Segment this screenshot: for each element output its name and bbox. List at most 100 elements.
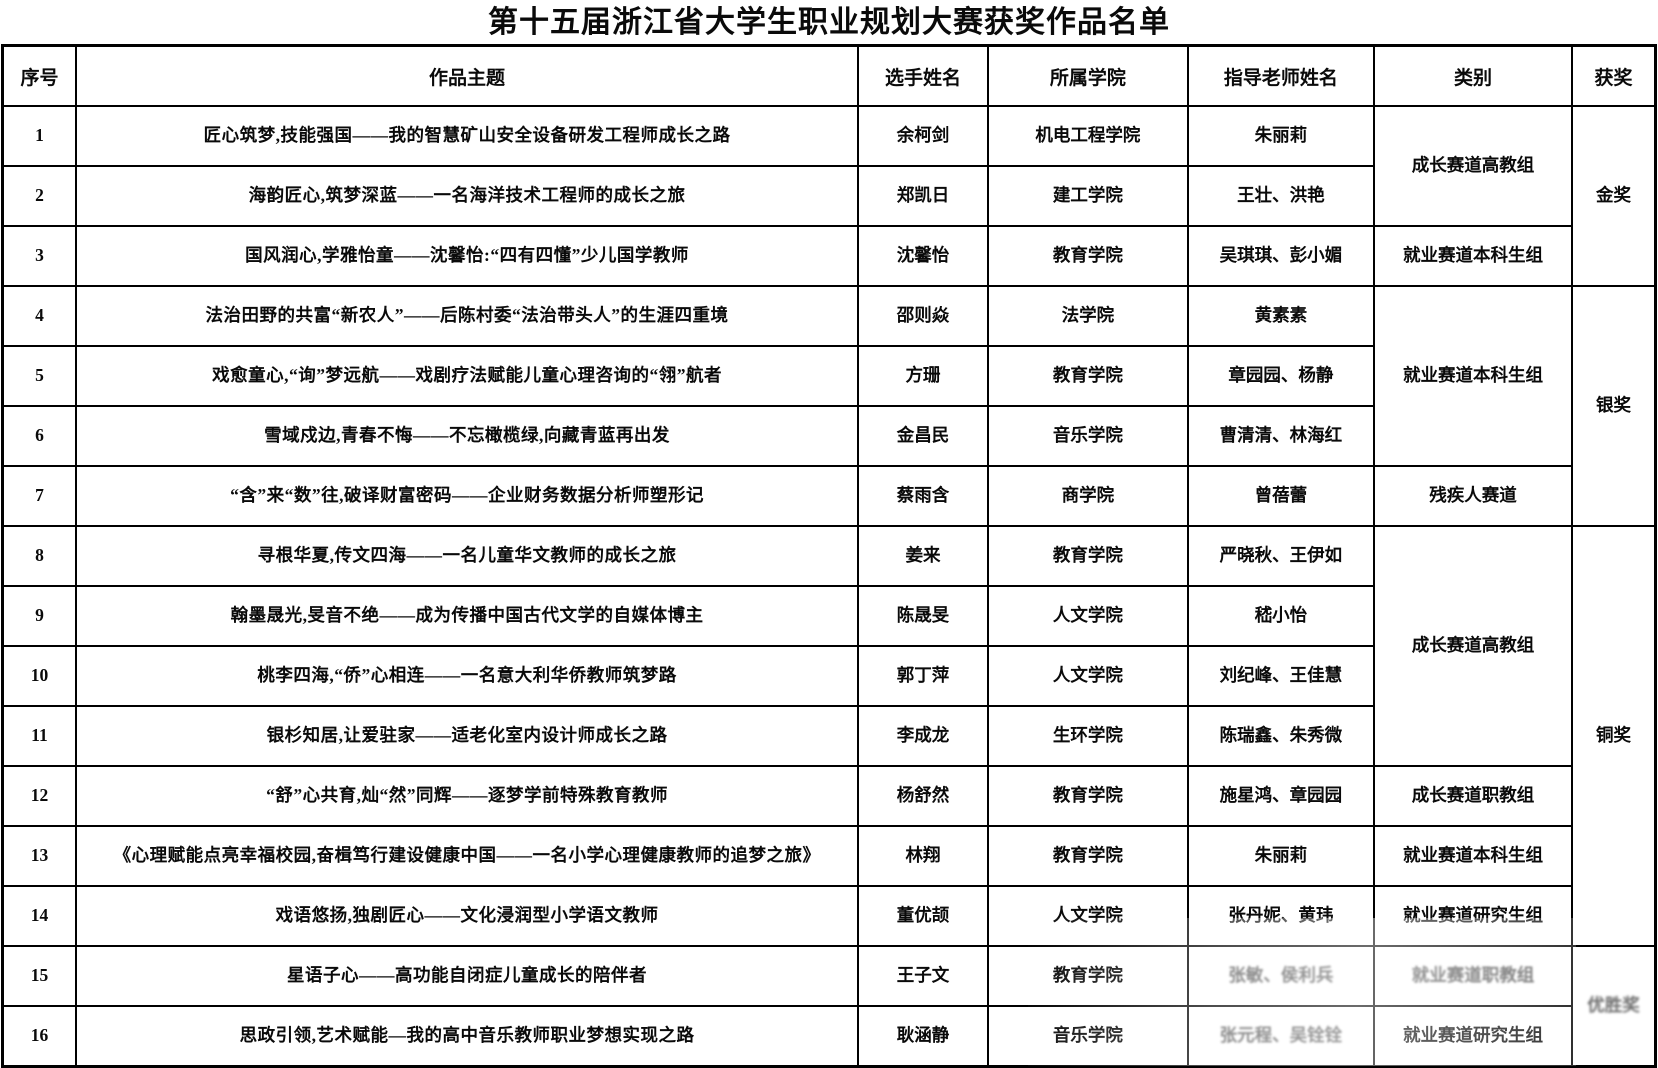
- awards-table: 序号 作品主题 选手姓名 所属学院 指导老师姓名 类别 获奖 1 匠心筑梦,技能…: [1, 44, 1657, 1068]
- teacher-cell: 嵇小怡: [1186, 585, 1375, 647]
- college-cell: 机电工程学院: [986, 105, 1189, 167]
- category-cell: 成长赛道高教组: [1372, 105, 1574, 227]
- row-number-cell: 1: [1, 105, 77, 167]
- table-row: 5 戏愈童心,“询”梦远航——戏剧疗法赋能儿童心理咨询的“翎”航者 方珊 教育学…: [1, 345, 1656, 407]
- contestant-cell: 董优颉: [857, 885, 989, 947]
- college-cell: 生环学院: [986, 705, 1189, 767]
- teacher-cell: 张丹妮、黄玮: [1186, 885, 1375, 947]
- category-cell: 就业赛道研究生组: [1372, 1005, 1574, 1068]
- row-number-cell: 11: [1, 705, 77, 767]
- row-number-cell: 16: [1, 1005, 77, 1068]
- contestant-cell: 陈晟旻: [857, 585, 989, 647]
- header-award: 获奖: [1571, 44, 1657, 107]
- teacher-cell: 章园园、杨静: [1186, 345, 1375, 407]
- topic-cell: 戏愈童心,“询”梦远航——戏剧疗法赋能儿童心理咨询的“翎”航者: [74, 345, 860, 407]
- contestant-cell: 李成龙: [857, 705, 989, 767]
- contestant-cell: 郭丁萍: [857, 645, 989, 707]
- table-row: 10 桃李四海,“侨”心相连——一名意大利华侨教师筑梦路 郭丁萍 人文学院 刘纪…: [1, 645, 1656, 707]
- table-row: 12 “舒”心共育,灿“然”同辉——逐梦学前特殊教育教师 杨舒然 教育学院 施星…: [1, 765, 1656, 827]
- category-cell: 就业赛道本科生组: [1372, 825, 1574, 887]
- row-number-cell: 15: [1, 945, 77, 1007]
- college-cell: 音乐学院: [986, 1005, 1189, 1068]
- table-row: 15 星语子心——高功能自闭症儿童成长的陪伴者 王子文 教育学院 张敏、侯利兵 …: [1, 945, 1657, 1068]
- table-row: 13 《心理赋能点亮幸福校园,奋楫笃行建设健康中国——一名小学心理健康教师的追梦…: [1, 825, 1656, 887]
- category-cell: 残疾人赛道: [1372, 465, 1574, 527]
- topic-cell: 翰墨晟光,旻音不绝——成为传播中国古代文学的自媒体博主: [74, 585, 860, 647]
- topic-cell: 星语子心——高功能自闭症儿童成长的陪伴者: [74, 945, 860, 1007]
- college-cell: 教育学院: [986, 525, 1189, 587]
- teacher-cell: 吴琪琪、彭小媚: [1186, 225, 1375, 287]
- contestant-cell: 蔡雨含: [857, 465, 989, 527]
- topic-cell: 《心理赋能点亮幸福校园,奋楫笃行建设健康中国——一名小学心理健康教师的追梦之旅》: [74, 825, 860, 887]
- award-cell: 金奖: [1571, 105, 1657, 287]
- teacher-cell: 张敏、侯利兵: [1186, 945, 1375, 1007]
- row-number-cell: 5: [1, 345, 77, 407]
- award-cell: 优胜奖: [1571, 945, 1657, 1068]
- award-cell: 银奖: [1571, 285, 1657, 527]
- college-cell: 教育学院: [986, 765, 1189, 827]
- teacher-cell: 曾蓓蕾: [1186, 465, 1375, 527]
- teacher-cell: 刘纪峰、王佳慧: [1186, 645, 1375, 707]
- teacher-cell: 王壮、洪艳: [1186, 165, 1375, 227]
- topic-cell: “含”来“数”往,破译财富密码——企业财务数据分析师塑形记: [74, 465, 860, 527]
- teacher-cell: 张元程、吴铨铨: [1186, 1005, 1375, 1068]
- header-category: 类别: [1372, 44, 1574, 107]
- header-topic: 作品主题: [74, 44, 860, 107]
- row-number-cell: 3: [1, 225, 77, 287]
- table-row: 7 “含”来“数”往,破译财富密码——企业财务数据分析师塑形记 蔡雨含 商学院 …: [1, 465, 1656, 527]
- college-cell: 教育学院: [986, 225, 1189, 287]
- table-row: 16 思政引领,艺术赋能—我的高中音乐教师职业梦想实现之路 耿涵静 音乐学院 张…: [1, 1005, 1656, 1068]
- topic-cell: 桃李四海,“侨”心相连——一名意大利华侨教师筑梦路: [74, 645, 860, 707]
- college-cell: 建工学院: [986, 165, 1189, 227]
- category-cell: 就业赛道本科生组: [1372, 225, 1574, 287]
- header-name: 选手姓名: [857, 44, 989, 107]
- topic-cell: 国风润心,学雅怡童——沈馨怡:“四有四懂”少儿国学教师: [74, 225, 860, 287]
- topic-cell: 匠心筑梦,技能强国——我的智慧矿山安全设备研发工程师成长之路: [74, 105, 860, 167]
- table-row: 11 银杉知居,让爱驻家——适老化室内设计师成长之路 李成龙 生环学院 陈瑞鑫、…: [1, 705, 1656, 767]
- contestant-cell: 杨舒然: [857, 765, 989, 827]
- contestant-cell: 王子文: [857, 945, 989, 1007]
- category-cell: 就业赛道研究生组: [1372, 885, 1574, 947]
- college-cell: 音乐学院: [986, 405, 1189, 467]
- topic-cell: 寻根华夏,传文四海——一名儿童华文教师的成长之旅: [74, 525, 860, 587]
- category-cell: 成长赛道高教组: [1372, 525, 1574, 767]
- table-row: 8 寻根华夏,传文四海——一名儿童华文教师的成长之旅 姜来 教育学院 严晓秋、王…: [1, 525, 1657, 947]
- contestant-cell: 姜来: [857, 525, 989, 587]
- topic-cell: 银杉知居,让爱驻家——适老化室内设计师成长之路: [74, 705, 860, 767]
- teacher-cell: 朱丽莉: [1186, 105, 1375, 167]
- contestant-cell: 林翔: [857, 825, 989, 887]
- row-number-cell: 14: [1, 885, 77, 947]
- table-row: 3 国风润心,学雅怡童——沈馨怡:“四有四懂”少儿国学教师 沈馨怡 教育学院 吴…: [1, 225, 1656, 287]
- header-teachers: 指导老师姓名: [1186, 44, 1375, 107]
- award-cell: 铜奖: [1571, 525, 1657, 947]
- teacher-cell: 黄素素: [1186, 285, 1375, 347]
- row-number-cell: 2: [1, 165, 77, 227]
- row-number-cell: 12: [1, 765, 77, 827]
- row-number-cell: 7: [1, 465, 77, 527]
- college-cell: 人文学院: [986, 885, 1189, 947]
- contestant-cell: 邵则焱: [857, 285, 989, 347]
- table-row: 1 匠心筑梦,技能强国——我的智慧矿山安全设备研发工程师成长之路 余柯剑 机电工…: [1, 105, 1657, 287]
- college-cell: 教育学院: [986, 825, 1189, 887]
- row-number-cell: 9: [1, 585, 77, 647]
- header-college: 所属学院: [986, 44, 1189, 107]
- contestant-cell: 余柯剑: [857, 105, 989, 167]
- college-cell: 人文学院: [986, 645, 1189, 707]
- row-number-cell: 4: [1, 285, 77, 347]
- contestant-cell: 沈馨怡: [857, 225, 989, 287]
- table-row: 2 海韵匠心,筑梦深蓝——一名海洋技术工程师的成长之旅 郑凯日 建工学院 王壮、…: [1, 165, 1656, 227]
- college-cell: 教育学院: [986, 345, 1189, 407]
- topic-cell: 海韵匠心,筑梦深蓝——一名海洋技术工程师的成长之旅: [74, 165, 860, 227]
- table-row: 6 雪域戍边,青春不悔——不忘橄榄绿,向藏青蓝再出发 金昌民 音乐学院 曹清清、…: [1, 405, 1656, 467]
- teacher-cell: 施星鸿、章园园: [1186, 765, 1375, 827]
- college-cell: 商学院: [986, 465, 1189, 527]
- category-cell: 就业赛道职教组: [1372, 945, 1574, 1007]
- row-number-cell: 10: [1, 645, 77, 707]
- college-cell: 法学院: [986, 285, 1189, 347]
- header-row: 序号 作品主题 选手姓名 所属学院 指导老师姓名 类别 获奖: [1, 44, 1657, 107]
- contestant-cell: 耿涵静: [857, 1005, 989, 1068]
- contestant-cell: 金昌民: [857, 405, 989, 467]
- teacher-cell: 严晓秋、王伊如: [1186, 525, 1375, 587]
- teacher-cell: 朱丽莉: [1186, 825, 1375, 887]
